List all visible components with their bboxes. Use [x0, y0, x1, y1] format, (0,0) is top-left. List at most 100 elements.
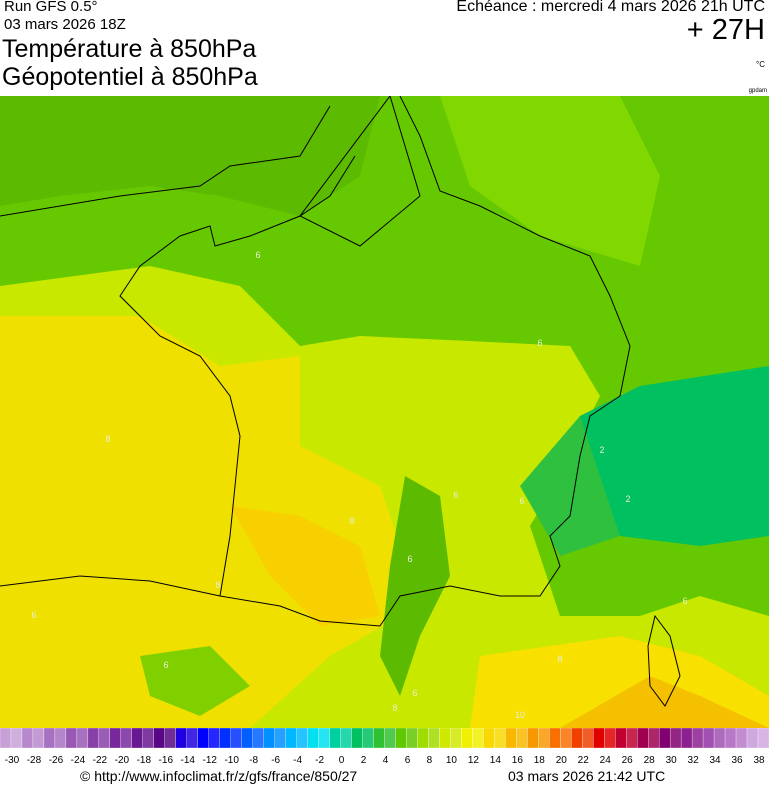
coastline: [299, 96, 421, 247]
colorbar-cell: [307, 728, 319, 749]
colorbar-label: -18: [137, 755, 152, 766]
colorbar-cell: [219, 728, 231, 749]
colorbar-label: 30: [666, 755, 678, 766]
colorbar-label: 20: [556, 755, 568, 766]
colorbar-cell: [0, 728, 12, 749]
colorbar-cell: [746, 728, 759, 749]
colorbar-cell: [626, 728, 638, 749]
run-label: Run GFS 0.5°: [4, 0, 98, 15]
contour-label: 6: [31, 610, 36, 620]
coastline: [0, 575, 221, 597]
colorbar-cell: [604, 728, 616, 749]
colorbar-cell: [757, 728, 769, 749]
contour-label: 6: [682, 596, 687, 606]
zone: [140, 646, 250, 716]
colorbar-cell: [120, 728, 132, 749]
colorbar-cell: [296, 728, 308, 749]
colorbar-cell: [98, 728, 111, 749]
zone: [560, 676, 769, 728]
colorbar-cell: [472, 728, 484, 749]
zone: [380, 476, 450, 696]
colorbar-cell: [373, 728, 385, 749]
colorbar-label: -14: [181, 755, 196, 766]
title-line2: Géopotentiel à 850hPa: [2, 63, 258, 91]
colorbar-label: 10: [446, 755, 458, 766]
lead-time: + 27H: [686, 14, 765, 46]
colorbar-label: 18: [534, 755, 546, 766]
colorbar-cell: [395, 728, 407, 749]
colorbar-cell: [54, 728, 67, 749]
colorbar-label: -12: [203, 755, 218, 766]
colorbar-cell: [691, 728, 704, 749]
colorbar-cell: [648, 728, 660, 749]
forecast: Echéance : mercredi 4 mars 2026 21h UTC: [456, 0, 765, 15]
colorbar-cell: [76, 728, 89, 749]
colorbar-cell: [318, 728, 330, 749]
colorbar-cell: [186, 728, 198, 749]
contour-label: 8: [349, 516, 354, 526]
contour-label: 6: [537, 338, 542, 348]
colorbar-label: -4: [293, 755, 302, 766]
colorbar-cell: [428, 728, 440, 749]
colorbar-cell: [494, 728, 506, 749]
contour-label: 8: [105, 434, 110, 444]
colorbar-label: 0: [339, 755, 345, 766]
contour-label: 10: [515, 710, 525, 720]
colorbar-cell: [329, 728, 341, 749]
colorbar-cell: [702, 728, 715, 749]
colorbar-label: 32: [688, 755, 700, 766]
contour-label: 6: [412, 688, 417, 698]
colorbar-label: -30: [5, 755, 20, 766]
colorbar-cell: [109, 728, 121, 749]
colorbar-cell: [208, 728, 220, 749]
colorbar-cell: [571, 728, 583, 749]
contour-label: 6: [519, 496, 524, 506]
colorbar-cell: [274, 728, 286, 749]
colorbar-cell: [43, 728, 56, 749]
france-border: [119, 96, 631, 627]
colorbar-cell: [658, 728, 671, 749]
coastline: [0, 105, 331, 217]
colorbar-cell: [142, 728, 154, 749]
colorbar-cell: [637, 728, 649, 749]
colorbar-cell: [230, 728, 242, 749]
colorbar-cell: [615, 728, 627, 749]
colorbar-cell: [450, 728, 462, 749]
colorbar-label: -26: [49, 755, 64, 766]
colorbar-cell: [340, 728, 352, 749]
colorbar-cell: [263, 728, 275, 749]
colorbar-cell: [680, 728, 693, 749]
zone: [520, 416, 620, 556]
colorbar-label: -2: [315, 755, 324, 766]
colorbar-label: 28: [644, 755, 656, 766]
colorbar-cell: [417, 728, 429, 749]
source-url: © http://www.infoclimat.fr/z/gfs/france/…: [80, 768, 358, 784]
colorbar-cell: [153, 728, 165, 749]
colorbar-label: -6: [271, 755, 280, 766]
colorbar-cell: [362, 728, 374, 749]
contour-label: 8: [392, 703, 397, 713]
run-date: 03 mars 2026 18Z: [4, 16, 126, 33]
colorbar-cell: [87, 728, 100, 749]
colorbar-cell: [669, 728, 682, 749]
colorbar-cell: [252, 728, 264, 749]
colorbar-label: -24: [71, 755, 86, 766]
colorbar-cell: [527, 728, 539, 749]
colorbar-cell: [406, 728, 418, 749]
zone: [560, 366, 769, 546]
colorbar-cell: [735, 728, 748, 749]
colorbar-cell: [582, 728, 594, 749]
colorbar-label: -22: [93, 755, 108, 766]
colorbar-label: 34: [710, 755, 722, 766]
colorbar-label: -10: [224, 755, 239, 766]
colorbar-label: 4: [383, 755, 389, 766]
map: 6 8 6 2 2 6 6 8 6 8 6 6 8 10 8 6 6: [0, 96, 769, 728]
colorbar-label: -28: [27, 755, 42, 766]
colorbar-cell: [175, 728, 187, 749]
contour-label: 6: [163, 660, 168, 670]
title-line1: Température à 850hPa: [2, 35, 257, 63]
colorbar-cell: [10, 728, 23, 749]
contour-label: 6: [255, 250, 260, 260]
unit: °C: [756, 60, 765, 69]
